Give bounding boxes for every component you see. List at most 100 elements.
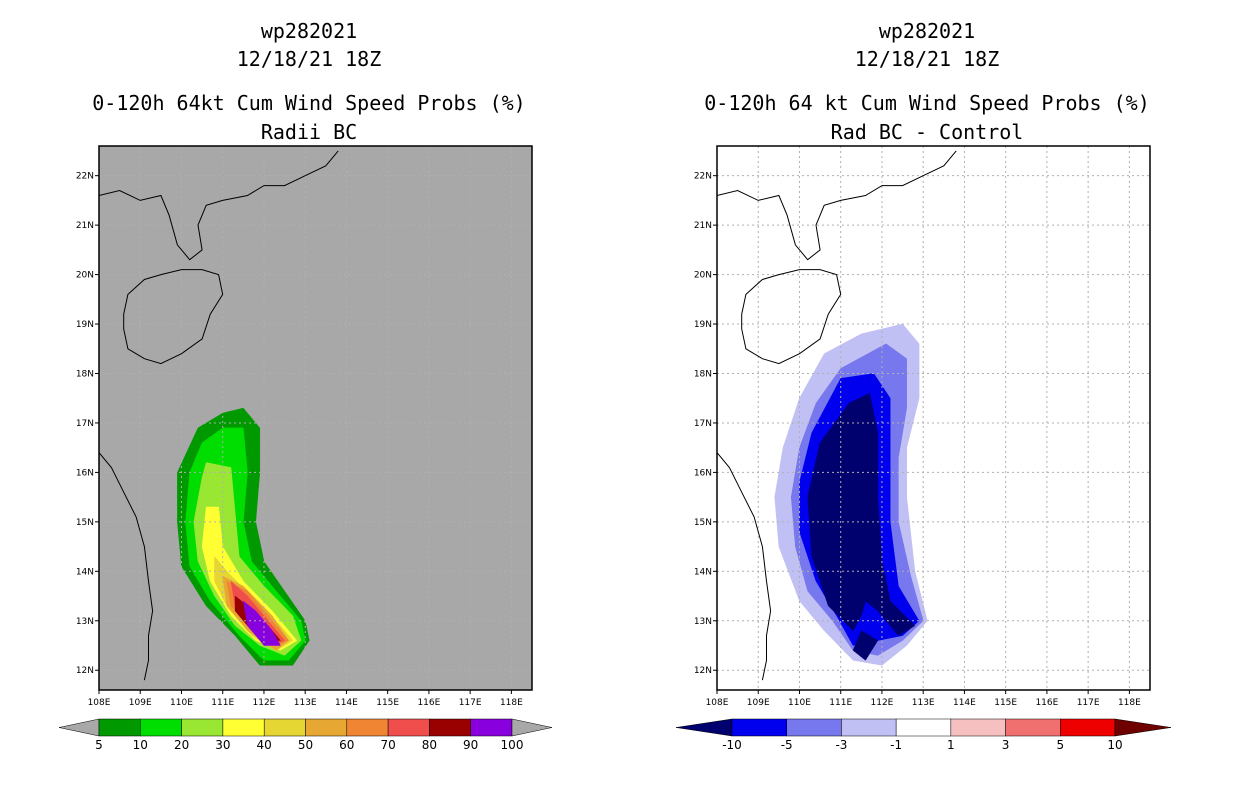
chart-panel-left: wp282021 12/18/21 18Z 0-120h 64kt Cum Wi… [58,19,553,752]
coastline-hainan [123,269,224,365]
y-tick-label: 15N [694,518,712,528]
plot-background [717,146,1150,690]
colorbar-swatch [140,718,182,737]
chart-plot-left: 108E 109E 110E 111E 112E 113E 114E 115E 116E 117E… [58,145,553,752]
colorbar-label: 80 [422,738,437,752]
colorbar-label: 60 [339,738,354,752]
chart-plot-right: 108E 109E 110E 111E 112E 113E 114E 115E 116E 117E… [675,145,1172,752]
x-tick-label: 111E [211,698,234,708]
y-tick-label: 13N [694,617,712,627]
colorbar-label: 50 [298,738,313,752]
storm-id: wp282021 [878,19,976,43]
colorbar-under-arrow [58,718,100,737]
y-tick-label: 12N [694,666,712,676]
colorbar-swatch [1005,718,1061,737]
colorbar-label: 20 [174,738,189,752]
colorbar-label: -1 [890,738,902,752]
datetime: 12/18/21 18Z [236,47,382,71]
x-tick-label: 109E [747,698,770,708]
x-tick-label: 112E [871,698,894,708]
x-tick-label: 110E [788,698,811,708]
x-tick-label: 117E [459,698,482,708]
colorbar-under-arrow [675,718,733,737]
x-tick-label: 108E [88,698,111,708]
y-tick-label: 16N [76,468,94,478]
colorbar-swatch [346,718,389,737]
y-tick-label: 12N [76,666,94,676]
colorbar-label: 90 [463,738,478,752]
contour-level-30 [201,506,298,651]
y-tick-label: 19N [76,320,94,330]
colorbar-swatch [786,718,842,737]
colorbar-over-arrow [1114,718,1172,737]
plot-background [99,146,532,690]
y-tick-label: 13N [76,617,94,627]
y-tick-label: 14N [694,567,712,577]
contour-level-90 [242,600,281,646]
x-tick-label: 115E [376,698,399,708]
coastline-china [99,150,339,261]
colorbar-swatch [731,718,787,737]
y-tick-label: 17N [694,419,712,429]
y-tick-label: 22N [694,172,712,182]
y-tick-label: 19N [694,320,712,330]
contour-level-20 [193,462,302,656]
colorbar-label: 70 [380,738,395,752]
colorbar-swatch [98,718,141,737]
x-tick-label: 117E [1077,698,1100,708]
colorbar-label: 1 [947,738,955,752]
coastline-vietnam [717,452,772,681]
chart-subtitle: Radii BC [260,120,358,144]
chart-subtitle: Rad BC - Control [830,120,1024,144]
y-tick-label: 14N [76,567,94,577]
colorbar-swatch [263,718,306,737]
colorbar-swatch [841,718,897,737]
colorbar-swatch [950,718,1006,737]
x-tick-label: 110E [170,698,193,708]
colorbar-label: 3 [1002,738,1010,752]
y-tick-label: 22N [76,172,94,182]
y-tick-label: 18N [76,369,94,379]
x-tick-label: 115E [994,698,1017,708]
x-tick-label: 114E [953,698,976,708]
coastline-china [717,150,957,261]
colorbar-label: -5 [781,738,793,752]
colorbar-swatch [181,718,224,737]
y-tick-label: 21N [76,221,94,231]
y-tick-label: 21N [694,221,712,231]
x-tick-label: 112E [253,698,276,708]
y-tick-label: 17N [76,419,94,429]
x-tick-label: 109E [129,698,152,708]
plot-frame [98,145,533,691]
colorbar-label: 30 [215,738,230,752]
colorbar-label: 40 [257,738,272,752]
colorbar-over-arrow [511,718,553,737]
colorbar-label: 5 [95,738,103,752]
chart-title: 0-120h 64kt Cum Wind Speed Probs (%) [92,91,526,115]
colorbar-swatch [222,718,265,737]
datetime: 12/18/21 18Z [854,47,1000,71]
plot-area [717,146,1150,690]
x-tick-label: 118E [500,698,523,708]
colorbar-swatch [470,718,513,737]
y-tick-label: 16N [694,468,712,478]
storm-id: wp282021 [260,19,358,43]
x-tick-label: 116E [1035,698,1058,708]
x-tick-label: 114E [335,698,358,708]
colorbar-label: -3 [835,738,847,752]
y-tick-label: 20N [694,271,712,281]
x-tick-label: 111E [829,698,852,708]
x-tick-label: 113E [294,698,317,708]
y-tick-label: 20N [76,271,94,281]
plot-frame [716,145,1151,691]
x-tick-label: 108E [706,698,729,708]
y-tick-label: 18N [694,369,712,379]
colorbar-label: -10 [722,738,742,752]
x-tick-label: 113E [912,698,935,708]
chart-panel-right: wp282021 12/18/21 18Z 0-120h 64 kt Cum W… [618,0,1236,800]
x-tick-label: 118E [1118,698,1141,708]
y-tick-label: 15N [76,518,94,528]
colorbar-swatch [1060,718,1116,737]
colorbar-label: 5 [1056,738,1064,752]
chart-title: 0-120h 64 kt Cum Wind Speed Probs (%) [704,91,1150,115]
